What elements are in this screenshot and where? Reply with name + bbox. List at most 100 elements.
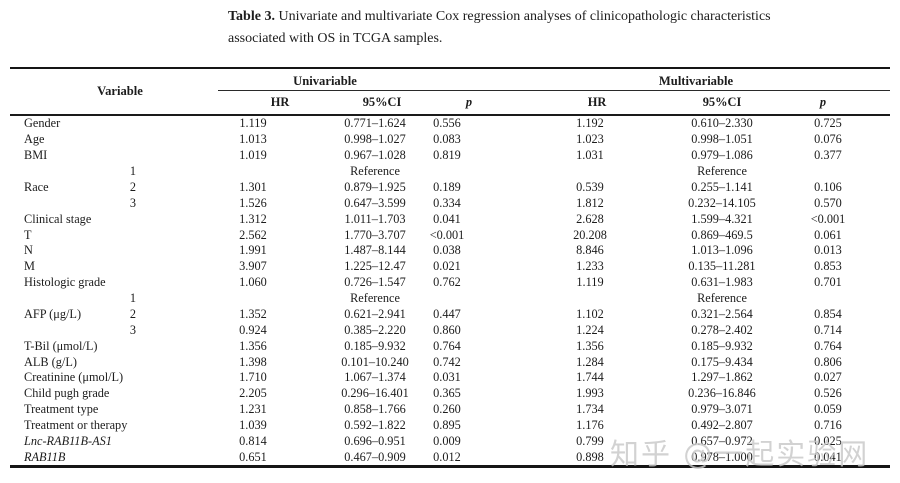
cell-multivariable-ci: 0.998–1.051 (691, 132, 753, 147)
cell-univariable-p (392, 164, 502, 180)
cell-multivariable-p: 0.854 (814, 306, 842, 321)
cell-univariable-p: 0.012 (433, 449, 461, 464)
col-header-multivariable-hr: HR (587, 94, 607, 109)
cell-univariable-ci: 1.225–12.47 (344, 259, 406, 274)
table-row: Race 2 1.301 0.879–1.925 0.189 0.539 0.255–1.1… (10, 180, 890, 196)
cell-multivariable-hr: 1.192 (576, 116, 604, 131)
table-row: N 1.991 1.487–8.144 0.038 8.846 1.013–1.096 0.… (10, 243, 890, 259)
cell-univariable-hr: 2.205 (239, 386, 267, 401)
cell-multivariable-ci: 0.185–9.932 (691, 338, 753, 353)
table-header: Univariable Multivariable HR 95%CI p HR … (10, 69, 890, 114)
cell-multivariable-hr (502, 291, 678, 307)
cell-univariable-ci: 0.592–1.822 (344, 418, 406, 433)
cell-variable: Lnc-RAB11B-AS1 (24, 433, 112, 448)
col-header-multivariable-ci: 95%CI (702, 94, 742, 109)
cell-multivariable-ci: 1.599–4.321 (691, 211, 753, 226)
cell-multivariable-ci: 0.236–16.846 (688, 386, 756, 401)
cell-univariable-p (392, 291, 502, 307)
cell-univariable-p: 0.742 (433, 354, 461, 369)
cell-multivariable-p: 0.013 (814, 243, 842, 258)
cell-univariable-ci: 1.770–3.707 (344, 227, 406, 242)
cell-variable (10, 195, 118, 211)
cell-level: 2 (129, 306, 137, 321)
table-caption: Table 3. Univariate and multivariate Cox… (228, 6, 890, 50)
table-row: Child pugh grade 2.205 0.296–16.401 0.365 1.… (10, 386, 890, 402)
cell-univariable-p: <0.001 (429, 227, 465, 242)
cell-univariable-p: 0.041 (433, 211, 461, 226)
table-row: ALB (g/L) 1.398 0.101–10.240 0.742 1.284 0.17… (10, 354, 890, 370)
cell-multivariable-ci: 0.978–1.000 (691, 449, 753, 464)
cell-multivariable-hr: 0.539 (576, 179, 604, 194)
cell-univariable-hr: 1.710 (239, 370, 267, 385)
col-header-univariable-ci: 95%CI (362, 94, 402, 109)
cell-multivariable-hr: 1.734 (576, 402, 604, 417)
cell-univariable-hr: 1.060 (239, 275, 267, 290)
cell-univariable-hr: 1.352 (239, 306, 267, 321)
cell-level (118, 338, 148, 354)
cell-multivariable-p: 0.853 (814, 259, 842, 274)
cell-level (118, 370, 148, 386)
cell-level: 3 (129, 322, 137, 337)
cell-multivariable-p: 0.526 (814, 386, 842, 401)
caption-line2: associated with OS in TCGA samples. (228, 31, 443, 46)
cell-univariable-p: 0.447 (433, 306, 461, 321)
cell-multivariable-ci: 0.321–2.564 (691, 306, 753, 321)
cell-level: 1 (129, 164, 137, 179)
cell-multivariable-hr: 1.102 (576, 306, 604, 321)
cell-level: 1 (129, 291, 137, 306)
cell-multivariable-p: 0.076 (814, 132, 842, 147)
cell-multivariable-hr (502, 164, 678, 180)
cell-variable (10, 322, 118, 338)
cell-multivariable-p: 0.059 (814, 402, 842, 417)
cell-level (118, 227, 148, 243)
cell-multivariable-p: 0.701 (814, 275, 842, 290)
cell-variable: ALB (g/L) (24, 354, 77, 369)
cell-multivariable-ci: 0.278–2.402 (691, 322, 753, 337)
cell-variable: T (24, 227, 32, 242)
cell-univariable-hr: 0.651 (239, 449, 267, 464)
cell-multivariable-hr: 8.846 (576, 243, 604, 258)
table-row: Treatment type 1.231 0.858–1.766 0.260 1.734… (10, 402, 890, 418)
cell-multivariable-hr: 1.119 (576, 275, 604, 290)
cell-univariable-hr: 1.356 (239, 338, 267, 353)
caption-label: Table 3. (228, 9, 275, 24)
cell-multivariable-hr: 1.224 (576, 322, 604, 337)
cell-univariable-ci: 0.467–0.909 (344, 449, 406, 464)
table-row: BMI 1.019 0.967–1.028 0.819 1.031 0.979–1.086… (10, 148, 890, 164)
cell-level: 3 (129, 195, 137, 210)
cell-multivariable-ci: 0.631–1.983 (691, 275, 753, 290)
header-body-divider (10, 114, 890, 116)
cell-univariable-hr (148, 164, 358, 180)
cell-multivariable-ci: 1.013–1.096 (691, 243, 753, 258)
cell-univariable-p: 0.762 (433, 275, 461, 290)
cell-univariable-ci: Reference (350, 291, 400, 306)
sub-header-row: HR 95%CI p HR 95%CI p (10, 90, 890, 114)
cell-variable: M (24, 259, 35, 274)
cell-multivariable-p: 0.570 (814, 195, 842, 210)
col-header-univariable-hr: HR (270, 94, 290, 109)
cell-multivariable-p: 0.027 (814, 370, 842, 385)
cell-multivariable-hr: 20.208 (573, 227, 607, 242)
table-row: 3 0.924 0.385–2.220 0.860 1.224 0.278–2.402 0.… (10, 322, 890, 338)
cell-multivariable-hr: 1.233 (576, 259, 604, 274)
cell-level (118, 418, 148, 434)
cell-univariable-hr: 1.019 (239, 148, 267, 163)
cell-multivariable-ci: 0.979–3.071 (691, 402, 753, 417)
cell-multivariable-p: 0.377 (814, 148, 842, 163)
cell-multivariable-hr: 1.176 (576, 418, 604, 433)
cell-univariable-ci: 0.185–9.932 (344, 338, 406, 353)
cell-level (118, 449, 148, 465)
cell-univariable-hr: 2.562 (239, 227, 267, 242)
cell-univariable-ci: 0.101–10.240 (341, 354, 409, 369)
cell-multivariable-p: 0.806 (814, 354, 842, 369)
cell-multivariable-hr: 1.284 (576, 354, 604, 369)
cell-multivariable-ci: Reference (697, 164, 747, 179)
cell-multivariable-p: 0.725 (814, 116, 842, 131)
cell-multivariable-hr: 1.744 (576, 370, 604, 385)
cell-multivariable-p: 0.061 (814, 227, 842, 242)
cell-variable: BMI (24, 148, 48, 163)
cell-univariable-p: 0.189 (433, 179, 461, 194)
cell-multivariable-ci: Reference (697, 291, 747, 306)
cell-multivariable-p: 0.025 (814, 433, 842, 448)
cell-multivariable-ci: 0.979–1.086 (691, 148, 753, 163)
